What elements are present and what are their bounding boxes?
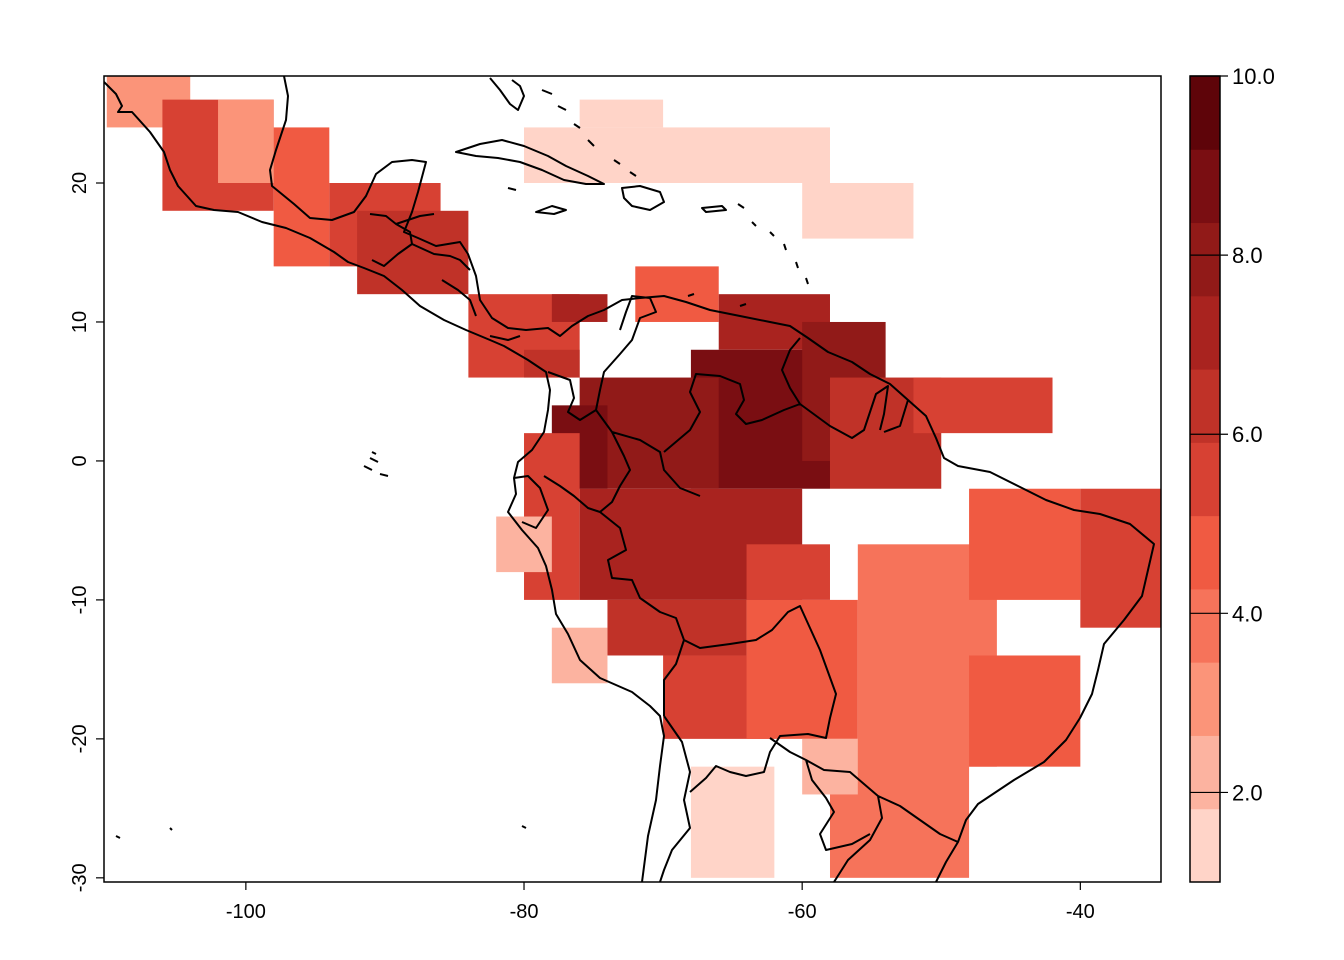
andes-border-line [659, 715, 691, 882]
colorbar-segment [1190, 149, 1220, 224]
x-tick-label: -60 [788, 901, 817, 923]
x-tick-label: -100 [226, 901, 266, 923]
y-tick-label: -20 [69, 724, 91, 753]
coastlines [104, 76, 1155, 882]
colorbar-tick-label: 2.0 [1232, 780, 1263, 805]
raster-cell [607, 599, 747, 656]
raster-cell [913, 377, 1053, 434]
puerto-rico-outline [701, 205, 727, 213]
colorbar-segment [1190, 76, 1220, 150]
central-america-borders [369, 213, 521, 341]
raster-cell [802, 738, 858, 795]
y-tick-label: -10 [69, 585, 91, 614]
raster-cell [969, 488, 1081, 600]
y-tick-label: 0 [69, 455, 91, 466]
jamaica-outline [535, 205, 567, 215]
x-tick-label: -80 [510, 901, 539, 923]
colorbar-segment [1190, 295, 1220, 370]
colorbar-segment [1190, 588, 1220, 663]
y-tick-label: 20 [69, 172, 91, 194]
raster-cell [551, 294, 608, 322]
small-islands [115, 89, 809, 839]
x-tick-label: -40 [1066, 901, 1095, 923]
hispaniola-outline [621, 185, 665, 211]
atlantic-american-coastline [269, 76, 1155, 882]
raster-cell [218, 99, 274, 184]
raster-cells [106, 76, 1161, 878]
colorbar-segment [1190, 515, 1220, 590]
y-axis: 20 10 0 -10 -20 -30 [69, 172, 104, 892]
y-tick-label: 10 [69, 311, 91, 333]
colorbar-segment [1190, 808, 1220, 883]
raster-cell [551, 627, 608, 684]
colorbar-segment [1190, 662, 1220, 736]
raster-cell [579, 99, 664, 128]
colorbar-segment [1190, 735, 1220, 810]
colorbar-segment [1190, 222, 1220, 297]
raster-cell [690, 766, 775, 878]
raster-cell [969, 655, 1081, 767]
colorbar-tick-label: 10.0 [1232, 64, 1275, 89]
x-axis: -100 -80 -60 -40 [226, 882, 1095, 923]
pacific-american-coastline [104, 81, 665, 882]
country-borders [513, 295, 959, 882]
florida-outline [489, 77, 525, 111]
plot-frame [103, 75, 1162, 883]
raster-cell [635, 266, 719, 322]
cuba-outline [455, 139, 605, 185]
colorbar-tick-label: 6.0 [1232, 422, 1263, 447]
raster-cell [746, 544, 830, 600]
raster-cell [1080, 488, 1161, 628]
colorbar-tick-label: 8.0 [1232, 243, 1263, 268]
raster-cell [524, 127, 830, 184]
y-tick-label: -30 [69, 863, 91, 892]
colorbar-tick-label: 4.0 [1232, 601, 1263, 626]
raster-cell [357, 210, 469, 295]
colorbar-segment [1190, 442, 1220, 517]
raster-cell [746, 599, 858, 739]
colorbar: 2.0 4.0 6.0 8.0 10.0 [1189, 64, 1275, 883]
raster-cell [496, 516, 552, 573]
colorbar-segment [1190, 369, 1220, 443]
raster-cell [802, 183, 914, 239]
